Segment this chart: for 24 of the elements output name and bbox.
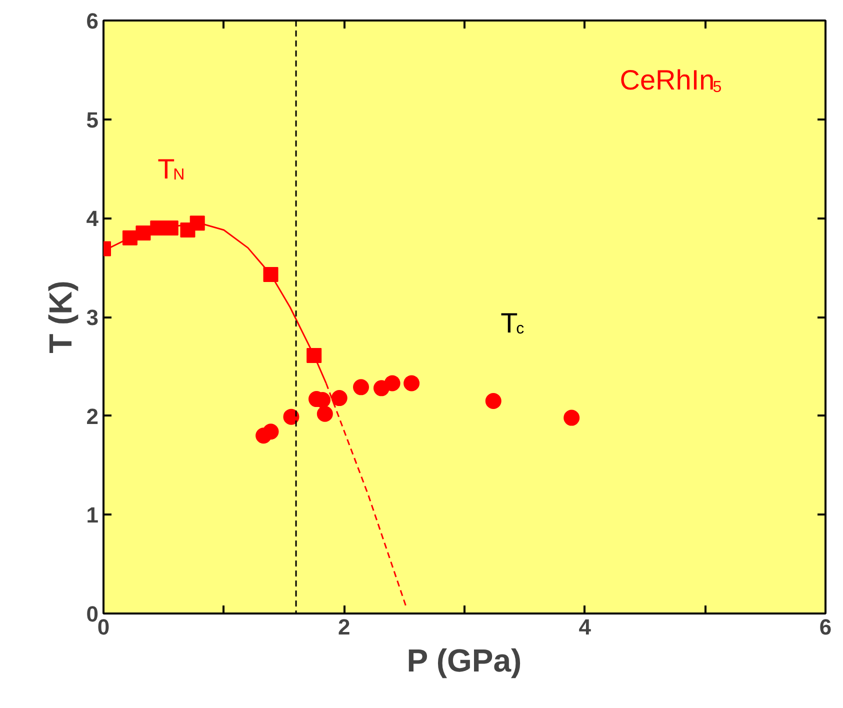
point xyxy=(485,393,502,409)
annotation: TN xyxy=(158,153,185,184)
point xyxy=(331,390,348,406)
x-tick-label: 6 xyxy=(819,614,832,640)
point xyxy=(353,379,370,396)
annotation: Tc xyxy=(500,307,524,338)
y-tick-label: 5 xyxy=(86,107,99,132)
point xyxy=(190,216,205,231)
y-tick-label: 2 xyxy=(86,404,99,429)
x-axis-title: P (GPa) xyxy=(406,642,522,678)
point xyxy=(316,406,333,422)
y-tick-label: 3 xyxy=(86,305,99,330)
point xyxy=(163,220,178,236)
point xyxy=(283,408,300,425)
x-tick-label: 4 xyxy=(578,614,592,640)
point xyxy=(564,410,580,426)
y-tick-label: 1 xyxy=(86,502,99,528)
point xyxy=(262,424,279,440)
point xyxy=(384,375,400,392)
y-axis-title: T (K) xyxy=(42,280,78,354)
y-tick-label: 6 xyxy=(86,8,99,34)
y-tick-label: 4 xyxy=(86,206,100,232)
point xyxy=(404,375,420,392)
x-tick-label: 2 xyxy=(338,614,350,640)
